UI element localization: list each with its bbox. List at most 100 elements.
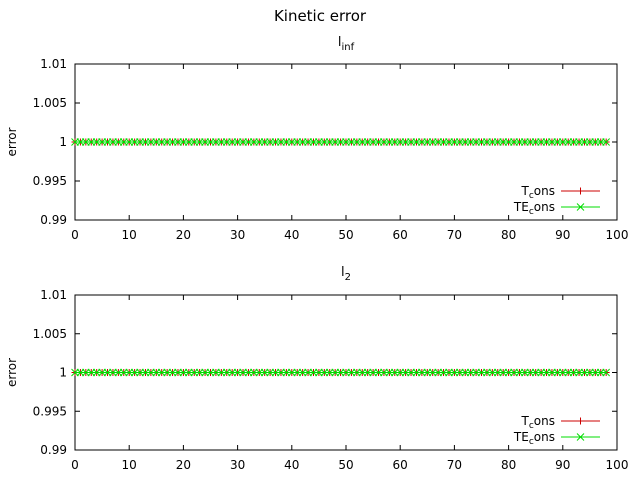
data-point-cross: [71, 368, 79, 377]
subplot-1: linf error 0 10 20 30 40 50 60 70 80 90 100 0.99 0.995…: [5, 35, 628, 242]
data-point-cross: [363, 368, 372, 377]
data-point-cross: [569, 138, 578, 146]
data-point-cross: [434, 368, 442, 377]
data-point-cross: [602, 368, 611, 377]
legend-label-subscript: c: [529, 207, 534, 217]
data-point-cross: [336, 368, 345, 377]
data-point-cross: [515, 138, 524, 146]
data-point-cross: [71, 138, 79, 146]
data-point-cross: [347, 368, 356, 377]
data-point-cross: [87, 368, 96, 377]
data-point-cross: [76, 138, 85, 146]
x-tick-label: 40: [284, 228, 299, 242]
data-point-cross: [277, 368, 285, 377]
data-point-cross: [428, 138, 437, 146]
data-point-cross: [575, 138, 583, 146]
legend-label: Tcons: [521, 184, 556, 201]
data-point-cross: [320, 138, 329, 146]
data-point-cross: [510, 368, 518, 377]
data-point-cross: [168, 138, 177, 146]
x-tick-label: 50: [338, 228, 353, 242]
data-point-cross: [271, 368, 280, 377]
data-point-cross: [250, 138, 258, 146]
series-te-cons: [71, 368, 611, 377]
data-point-cross: [374, 138, 383, 146]
data-point-cross: [233, 368, 242, 377]
data-point-cross: [325, 138, 334, 146]
data-point-cross: [266, 138, 274, 146]
data-point-cross: [184, 368, 193, 377]
data-point-cross: [201, 138, 209, 146]
data-point-cross: [466, 368, 475, 377]
data-point-cross: [580, 138, 589, 146]
data-point-cross: [92, 138, 101, 146]
data-point-cross: [206, 138, 215, 146]
data-point-cross: [548, 138, 556, 146]
data-point-cross: [114, 138, 123, 146]
data-point-cross: [260, 368, 269, 377]
data-point-cross: [499, 368, 508, 377]
data-point-cross: [558, 138, 567, 146]
data-point-cross: [271, 138, 280, 146]
data-point-cross: [190, 368, 199, 377]
x-tick-label: 0: [71, 228, 79, 242]
data-point-cross: [190, 138, 199, 146]
data-point-cross: [483, 138, 491, 146]
data-point-cross: [315, 138, 323, 146]
data-point-cross: [531, 138, 540, 146]
data-point-cross: [217, 138, 226, 146]
data-point-cross: [434, 138, 442, 146]
data-point-cross: [526, 138, 535, 146]
legend-label-subscript: c: [529, 421, 534, 431]
data-point-cross: [109, 138, 117, 146]
data-point-cross: [331, 368, 340, 377]
data-point-cross: [531, 368, 540, 377]
data-point-cross: [228, 138, 237, 146]
data-point-cross: [250, 368, 258, 377]
data-point-cross: [537, 368, 545, 377]
data-point-cross: [455, 138, 464, 146]
data-point-cross: [109, 368, 117, 377]
data-point-cross: [222, 368, 231, 377]
x-tick-label: 40: [284, 458, 299, 472]
data-point-cross: [586, 138, 594, 146]
data-point-cross: [493, 138, 502, 146]
data-point-cross: [569, 368, 578, 377]
data-point-cross: [455, 368, 464, 377]
data-point-cross: [542, 138, 551, 146]
data-point-cross: [499, 138, 508, 146]
data-point-cross: [526, 368, 535, 377]
data-point-cross: [445, 368, 453, 377]
x-tick-label: 90: [555, 228, 570, 242]
data-point-cross: [466, 138, 475, 146]
data-point-cross: [342, 368, 350, 377]
data-point-cross: [576, 203, 585, 211]
data-point-cross: [103, 138, 112, 146]
x-tick-label: 70: [447, 458, 462, 472]
data-point-cross: [477, 138, 486, 146]
data-point-cross: [293, 368, 302, 377]
data-point-cross: [168, 368, 177, 377]
data-point-cross: [212, 368, 220, 377]
data-point-cross: [576, 433, 585, 441]
data-point-cross: [325, 368, 334, 377]
data-point-cross: [558, 368, 567, 377]
data-point-cross: [586, 368, 594, 377]
data-point-cross: [564, 368, 573, 377]
data-point-cross: [147, 138, 155, 146]
data-point-cross: [423, 368, 432, 377]
data-point-cross: [114, 368, 123, 377]
data-point-cross: [428, 368, 437, 377]
y-tick-label: 0.99: [40, 443, 67, 457]
data-point-cross: [298, 138, 307, 146]
data-point-cross: [591, 138, 600, 146]
data-point-cross: [103, 368, 112, 377]
subplot-title: linf: [338, 35, 355, 53]
x-tick-label: 10: [122, 458, 137, 472]
data-point-cross: [342, 138, 350, 146]
data-point-cross: [92, 368, 101, 377]
data-point-cross: [336, 138, 345, 146]
data-point-cross: [201, 368, 209, 377]
data-point-cross: [553, 138, 562, 146]
data-point-cross: [369, 368, 377, 377]
